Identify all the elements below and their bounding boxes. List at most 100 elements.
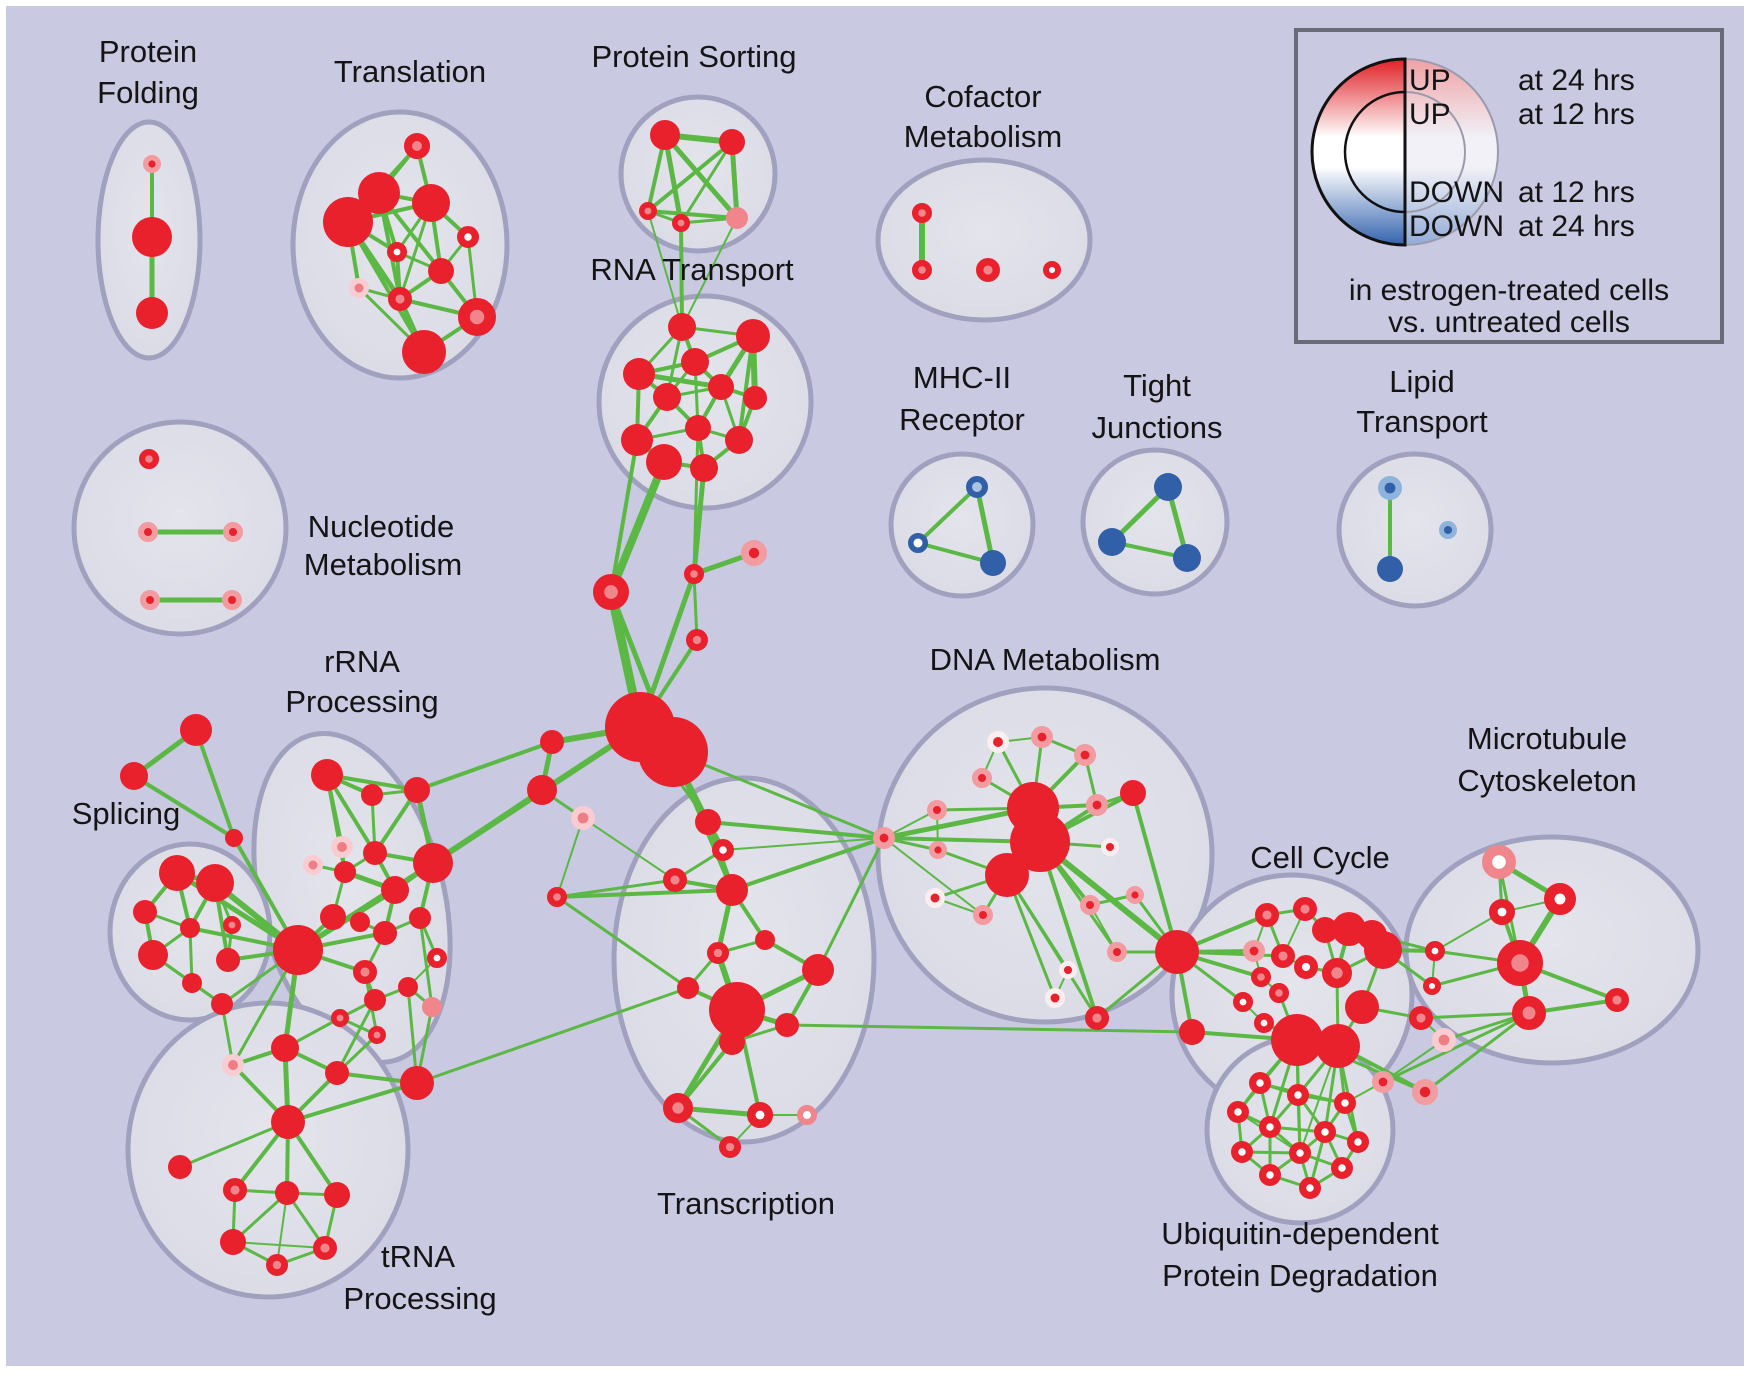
gene-node-wE [1316, 1024, 1360, 1068]
edge-dh3-d16 [1005, 873, 1099, 1020]
gene-node-r7 [363, 841, 387, 865]
edge-rt8-c2 [692, 426, 700, 576]
gene-node-k6 [223, 1177, 248, 1202]
gene-node-h2 [638, 717, 708, 787]
edge-c4-c2 [692, 572, 699, 642]
gene-node-wD [1271, 1014, 1323, 1066]
gene-node-m7 [1432, 1028, 1457, 1053]
gene-node-ps3 [638, 201, 657, 220]
gene-node-u7 [1347, 1131, 1370, 1154]
gene-node-t8 [349, 278, 369, 298]
gene-node-r13 [409, 907, 431, 929]
gene-node-q4 [716, 874, 748, 906]
gene-node-u4 [1227, 1101, 1250, 1124]
cluster-ellipse-mhc-ii-receptor [888, 451, 1036, 599]
gene-node-rt10 [725, 426, 753, 454]
cluster-label-nucleotide-metabolism-line1: Nucleotide [308, 509, 454, 544]
edge-k4-q7 [415, 986, 690, 1085]
gene-node-sp3 [133, 900, 157, 924]
gene-node-n3 [223, 522, 243, 542]
edge-ps1-ps5 [662, 132, 740, 221]
gene-node-sp2 [196, 864, 234, 902]
gene-node-x1 [872, 826, 895, 849]
gene-node-k1 [221, 1054, 244, 1077]
gene-node-w6 [1243, 939, 1266, 962]
gene-node-r4 [330, 836, 353, 859]
gene-node-cm4 [1042, 261, 1061, 280]
edge-c8-q4 [555, 888, 734, 899]
edge-rt11-c1 [607, 458, 668, 596]
edge-kh-k5 [178, 1120, 290, 1169]
cluster-label-mhc-ii-receptor-line1: MHC-II [913, 360, 1011, 395]
edge-ps2-ps3 [646, 140, 734, 213]
gene-node-m10 [1604, 987, 1629, 1012]
gene-node-n2 [138, 522, 158, 542]
gene-node-d10 [925, 888, 945, 908]
gene-node-t9 [388, 287, 413, 312]
gene-node-d11 [973, 905, 993, 925]
gene-node-w11 [1268, 982, 1289, 1003]
edge-q10-w14 [785, 1023, 1194, 1034]
edge-dh2-d16 [1038, 840, 1099, 1020]
cluster-label-dna-metabolism-line1: DNA Metabolism [930, 642, 1161, 677]
gene-node-m8 [1497, 940, 1544, 987]
cluster-label-microtubule-cytoskeleton-line1: Microtubule [1467, 721, 1627, 756]
edge-t3-t11 [346, 220, 426, 354]
gene-node-d7 [1086, 793, 1109, 816]
gene-node-k5 [168, 1155, 192, 1179]
gene-node-u5 [1259, 1116, 1282, 1139]
edge-r9-bh [295, 860, 436, 953]
gene-node-q1 [695, 809, 721, 835]
labels-layer: Protein Folding Translation Protein Sorting… [72, 34, 1637, 1316]
gene-node-w8 [1293, 955, 1318, 980]
edge-k11-k7 [276, 1192, 288, 1266]
gene-node-r6 [334, 861, 356, 883]
gene-node-d2 [1031, 725, 1054, 748]
gene-node-kh [271, 1105, 305, 1139]
gene-node-mh3 [980, 550, 1006, 576]
gene-node-k2 [271, 1034, 299, 1062]
gene-node-t6 [386, 242, 407, 263]
gene-node-u10 [1331, 1157, 1354, 1180]
gene-node-m11 [1412, 1079, 1439, 1106]
edge-c7-q3 [582, 817, 676, 881]
gene-node-q5 [755, 930, 775, 950]
cluster-label-mhc-ii-receptor-line2: Receptor [899, 402, 1025, 437]
gene-node-k8 [324, 1182, 350, 1208]
cluster-label-lipid-transport-line2: Transport [1356, 404, 1488, 439]
gene-node-u1 [1249, 1072, 1272, 1095]
gene-node-w4 [1312, 917, 1338, 943]
gene-node-w14 [1179, 1019, 1205, 1045]
gene-node-rt12 [690, 454, 718, 482]
gene-node-c2 [683, 563, 704, 584]
gene-node-lt3 [1438, 520, 1457, 539]
gene-node-u2 [1287, 1084, 1310, 1107]
gene-node-wB [1364, 931, 1402, 969]
edge-ps2-ps4 [679, 140, 734, 225]
edge-x1-q1 [706, 820, 886, 840]
gene-node-sp7 [182, 973, 202, 993]
gene-node-m5 [1422, 976, 1441, 995]
gene-node-mh2 [908, 533, 928, 553]
cluster-label-ubiquitin-degradation-line1: Ubiquitin-dependent [1161, 1216, 1439, 1251]
legend-glyph-inner-half-icon [1343, 90, 1407, 214]
edge-ps3-ps5 [646, 209, 739, 220]
gene-node-d5 [927, 800, 947, 820]
gene-node-r15 [426, 947, 447, 968]
gene-node-q8 [802, 954, 834, 986]
gene-node-sp1 [159, 855, 195, 891]
gene-node-t10 [458, 298, 497, 337]
legend-time-4: at 24 hrs [1518, 210, 1635, 243]
gene-node-n5 [222, 590, 242, 610]
gene-node-r3 [404, 777, 430, 803]
gene-node-w3 [1292, 896, 1317, 921]
gene-node-q13 [746, 1102, 773, 1129]
gene-node-w7 [1270, 943, 1295, 968]
gene-node-d17 [1045, 988, 1065, 1008]
gene-node-r19 [422, 997, 442, 1017]
edge-mh1-mh2 [916, 485, 979, 545]
gene-node-g3 [225, 829, 243, 847]
legend: UP at 24 hrs UP at 12 hrs DOWN at 12 hrs DOWN a… [1294, 28, 1724, 344]
cluster-ellipse-microtubule-cytoskeleton [1403, 834, 1701, 1066]
gene-node-d3 [1074, 743, 1097, 766]
